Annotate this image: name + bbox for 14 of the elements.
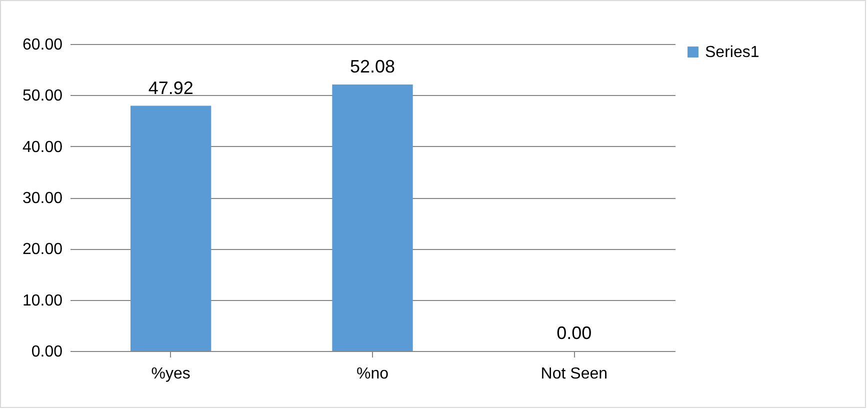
x-tick-label: %no [356,366,389,382]
text: 47.92 [148,78,194,98]
text: 0.00 [556,323,592,343]
y-tick-label: 60.00 [22,36,63,54]
y-tick-label: 10.00 [22,292,63,310]
y-tick-label: 30.00 [22,190,63,207]
x-tick-label: %yes [151,366,190,382]
y-tick-label: 40.00 [22,138,63,156]
x-tick-label: Not Seen [540,366,608,382]
legend-label: Series1 [705,44,760,61]
text: 52.08 [350,56,396,77]
y-tick-label: 0.00 [31,344,63,360]
y-tick-label: 20.00 [22,241,63,258]
y-tick-label: 50.00 [22,88,63,105]
